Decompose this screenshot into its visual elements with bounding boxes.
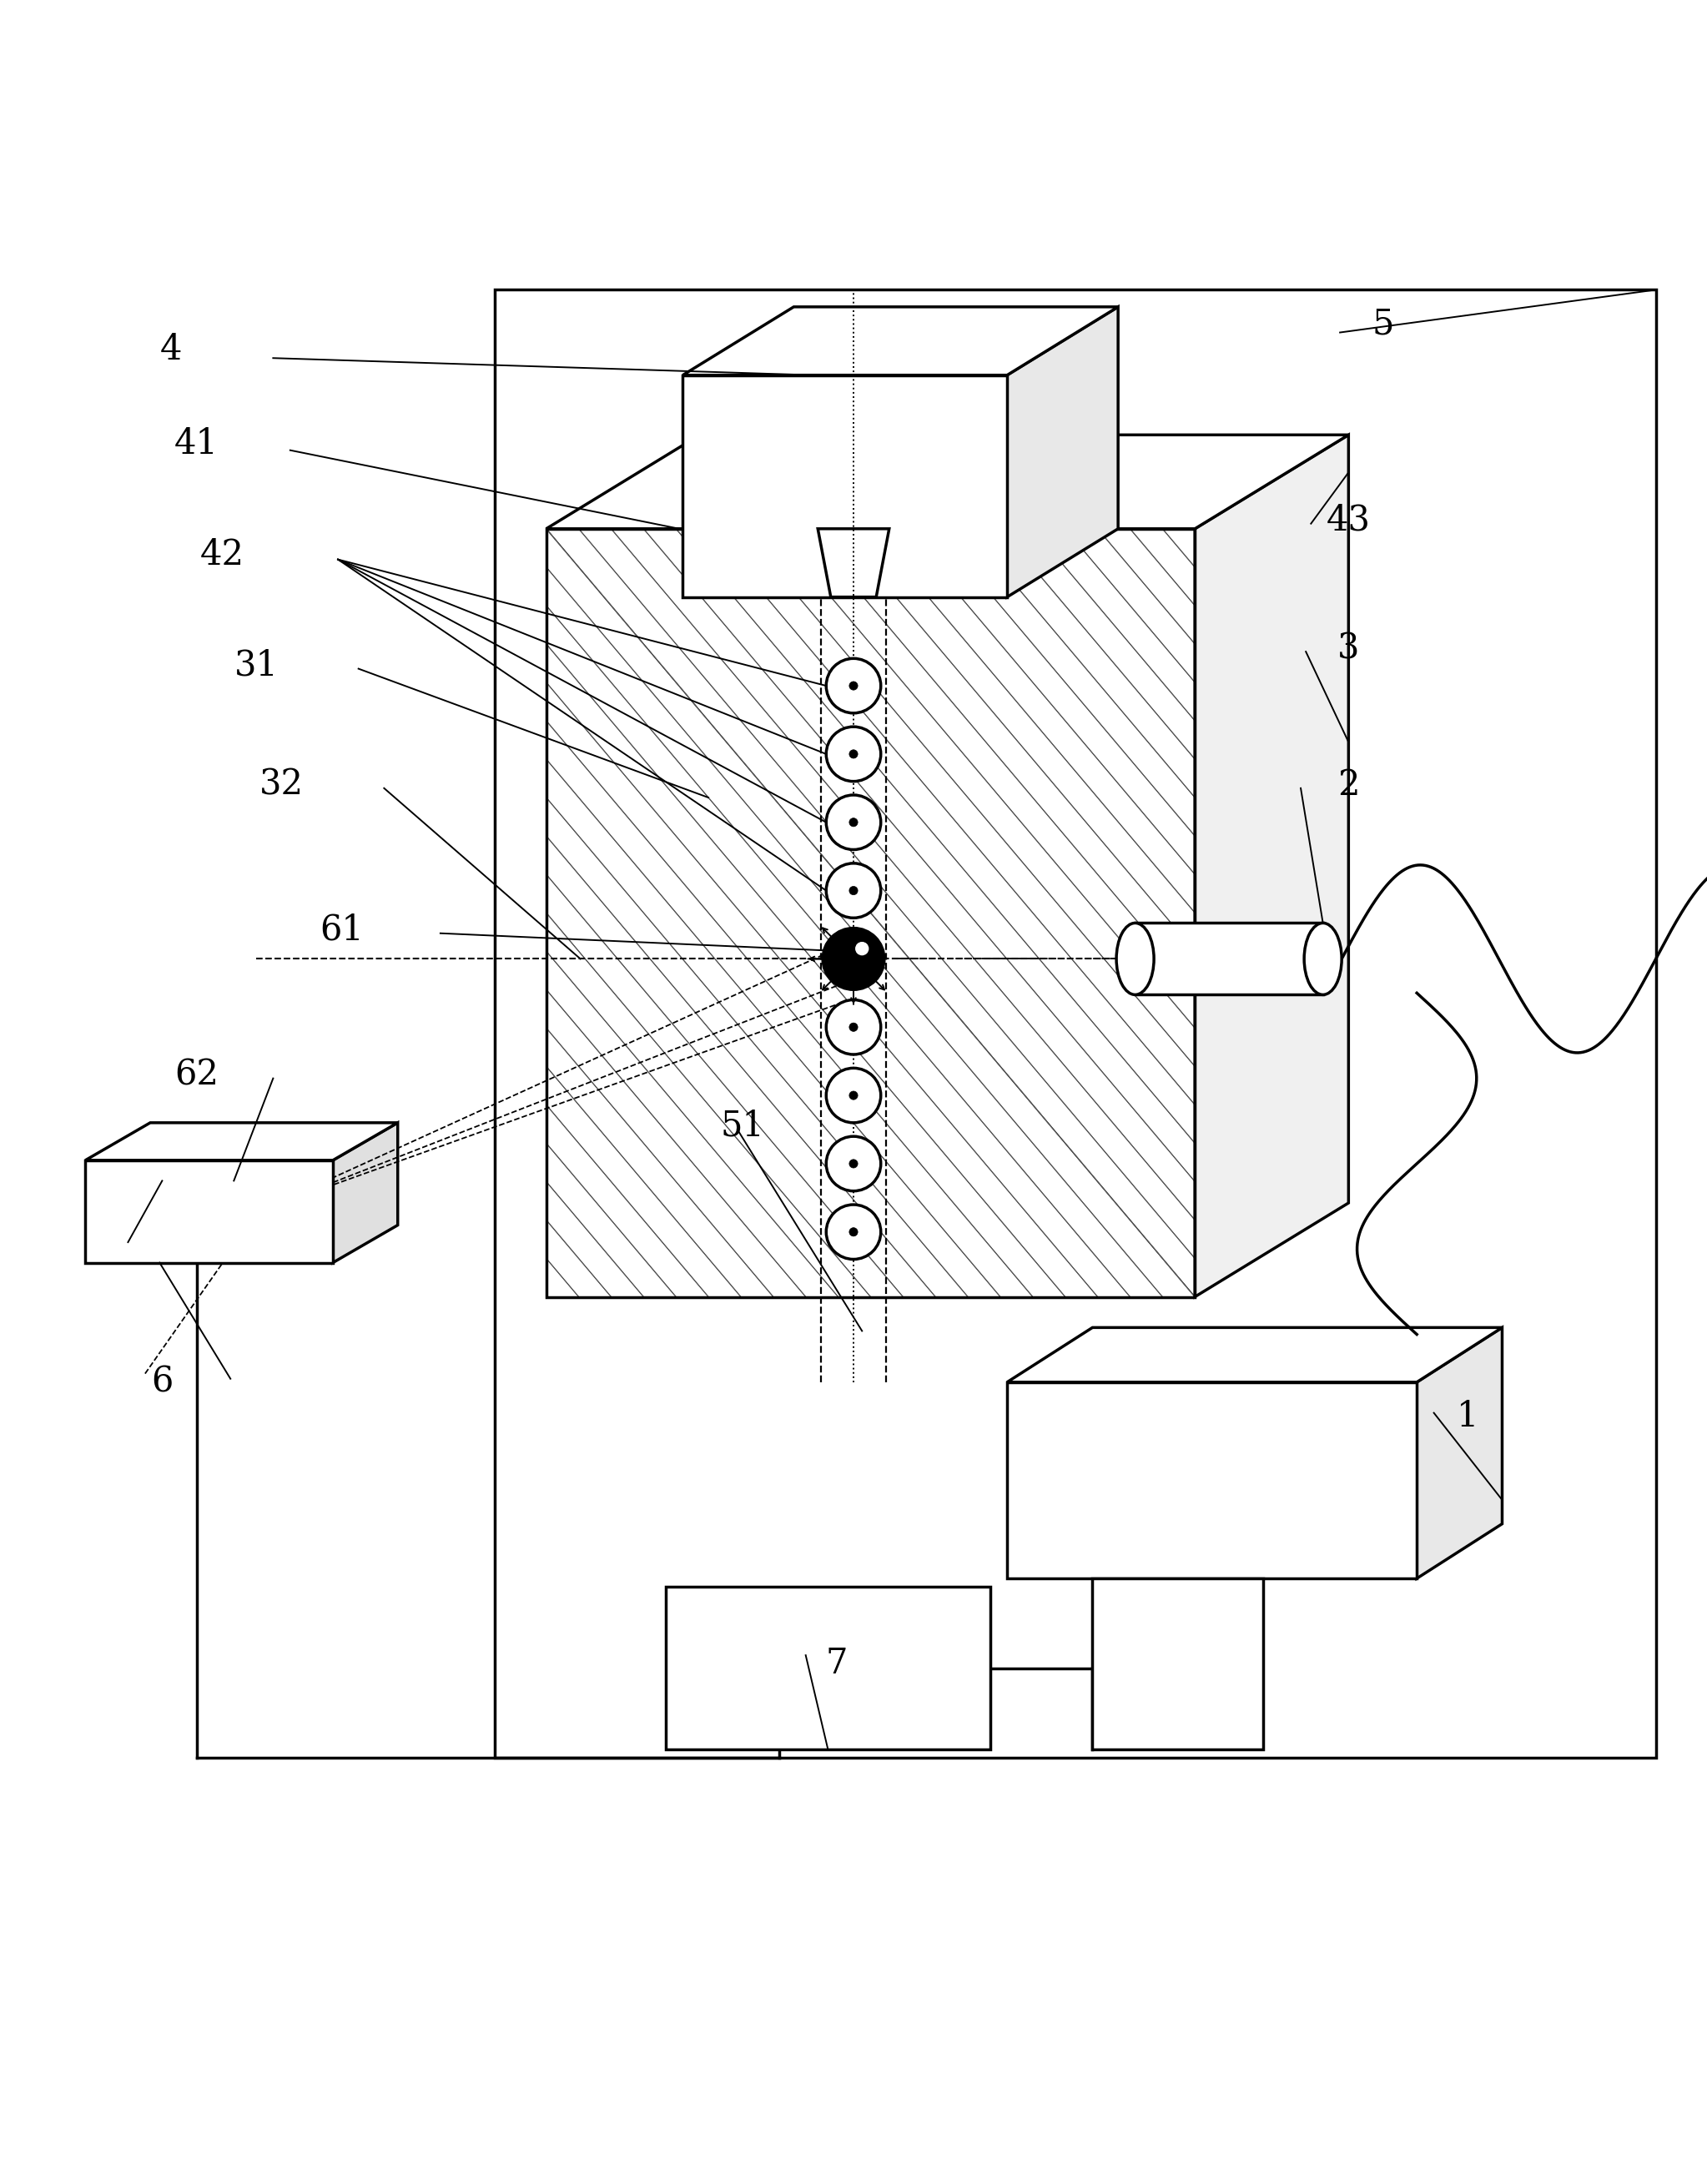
- Text: 4: 4: [160, 332, 181, 367]
- Polygon shape: [683, 308, 1118, 376]
- Circle shape: [850, 1160, 859, 1168]
- Ellipse shape: [1116, 924, 1154, 994]
- Polygon shape: [85, 1123, 398, 1160]
- Bar: [666, 1588, 990, 1749]
- Circle shape: [826, 1206, 881, 1260]
- Text: 1: 1: [1458, 1398, 1478, 1435]
- Text: 41: 41: [174, 426, 218, 461]
- Circle shape: [826, 795, 881, 850]
- Circle shape: [826, 1000, 881, 1055]
- Polygon shape: [818, 529, 889, 596]
- Circle shape: [823, 928, 884, 989]
- Circle shape: [850, 749, 859, 758]
- Bar: [1007, 1382, 1417, 1579]
- Text: 5: 5: [1372, 306, 1393, 341]
- Bar: [683, 376, 1007, 596]
- Text: 32: 32: [259, 767, 304, 802]
- Circle shape: [850, 1227, 859, 1236]
- Polygon shape: [1007, 308, 1118, 596]
- Ellipse shape: [1304, 924, 1342, 994]
- Text: 3: 3: [1338, 631, 1359, 666]
- Text: 51: 51: [720, 1109, 765, 1144]
- Text: 7: 7: [826, 1647, 847, 1682]
- Circle shape: [826, 727, 881, 782]
- Circle shape: [826, 863, 881, 917]
- Circle shape: [855, 941, 869, 954]
- Circle shape: [850, 819, 859, 826]
- Polygon shape: [546, 435, 1349, 529]
- Bar: [85, 1160, 333, 1262]
- Bar: [1135, 924, 1323, 994]
- Circle shape: [826, 1136, 881, 1190]
- Text: 31: 31: [234, 649, 278, 684]
- Circle shape: [850, 681, 859, 690]
- Circle shape: [850, 1092, 859, 1101]
- Text: 6: 6: [152, 1365, 172, 1400]
- Text: 2: 2: [1337, 767, 1360, 802]
- Polygon shape: [333, 1123, 398, 1262]
- Polygon shape: [1007, 1328, 1502, 1382]
- Circle shape: [826, 1068, 881, 1123]
- Polygon shape: [1417, 1328, 1502, 1579]
- Circle shape: [850, 887, 859, 895]
- Bar: [1092, 1579, 1263, 1749]
- Polygon shape: [1195, 435, 1349, 1297]
- Text: 61: 61: [319, 913, 364, 948]
- Text: 43: 43: [1326, 502, 1371, 537]
- Circle shape: [850, 1022, 859, 1031]
- Text: 62: 62: [174, 1057, 218, 1092]
- Bar: [546, 529, 1195, 1297]
- Bar: [495, 290, 1656, 1758]
- Circle shape: [826, 657, 881, 714]
- Text: 42: 42: [200, 537, 244, 572]
